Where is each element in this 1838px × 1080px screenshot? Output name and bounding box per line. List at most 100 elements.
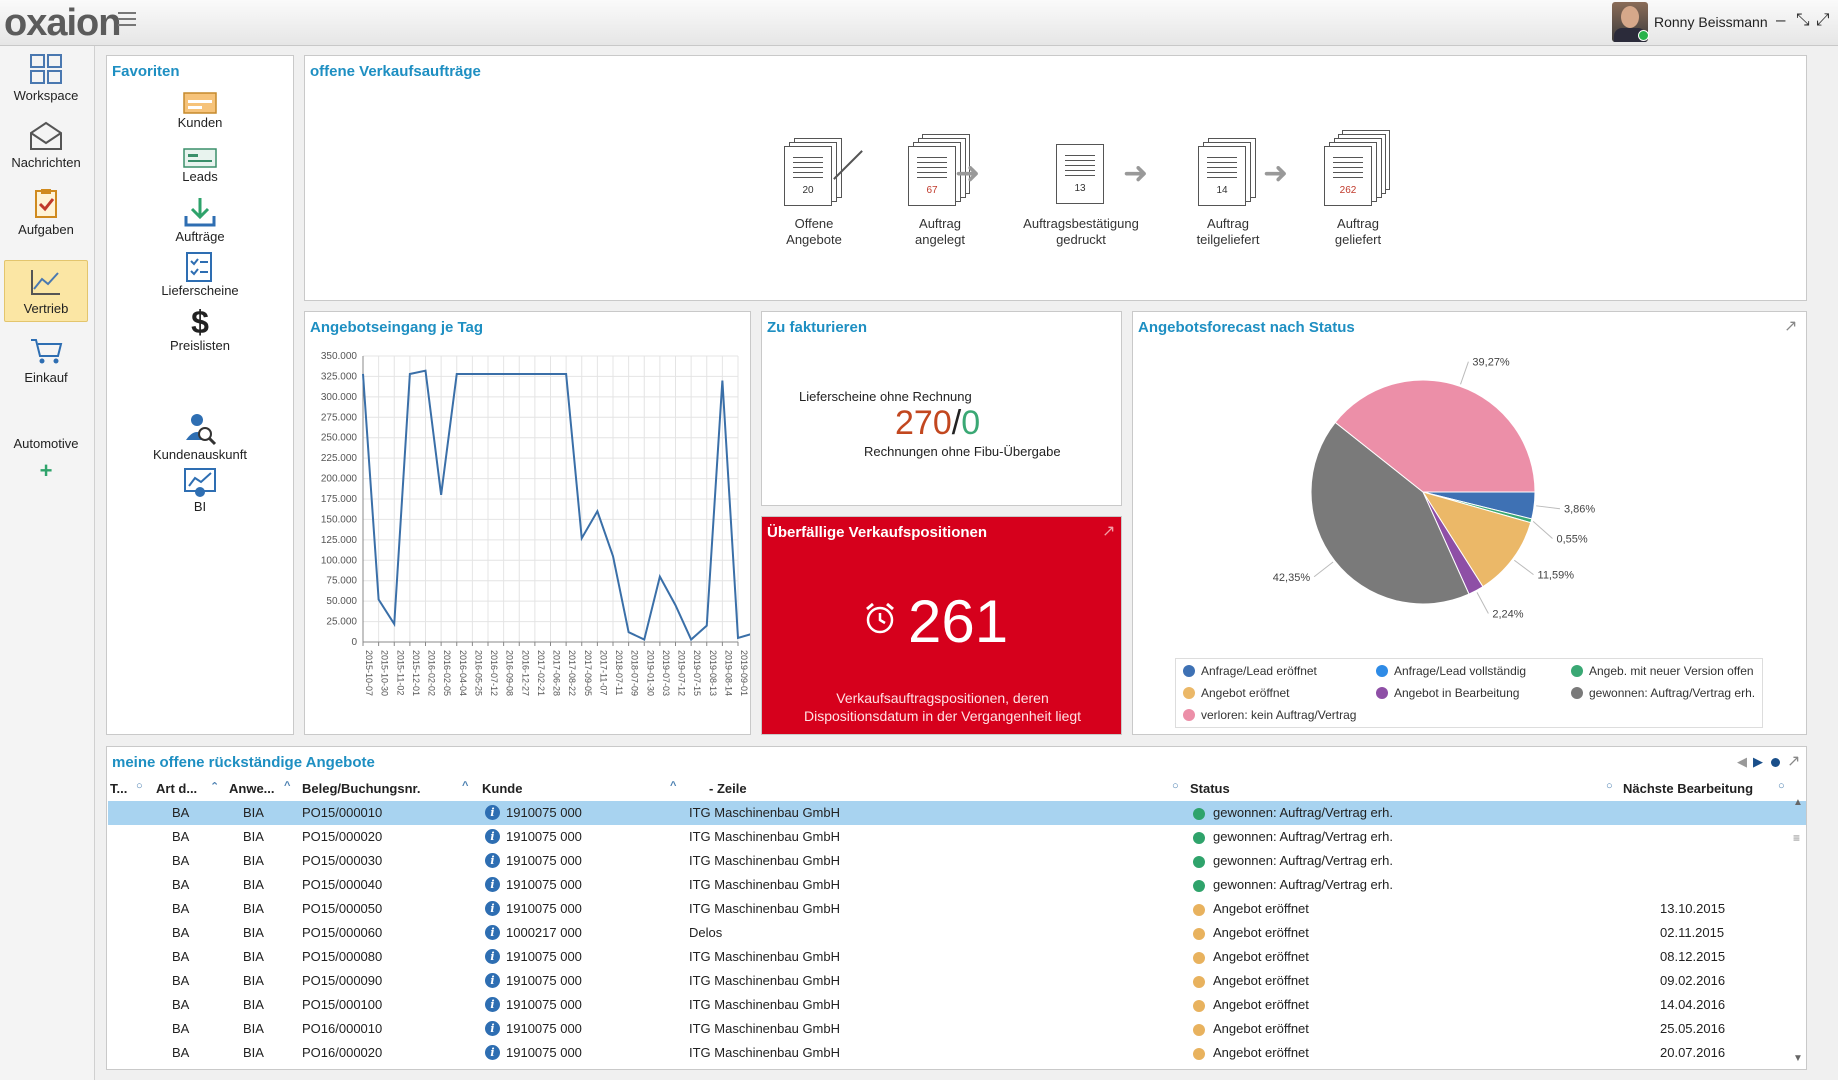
info-icon[interactable]: i (485, 829, 500, 844)
expand-icon[interactable]: ↗ (1787, 753, 1801, 770)
legend-swatch (1183, 709, 1195, 721)
table-row[interactable]: BA BIA PO15/000020 i 1910075 000 ITG Maschine… (108, 825, 1806, 849)
favorite-bi[interactable]: BI (135, 468, 265, 514)
sort-icon[interactable]: ^ (284, 780, 291, 792)
info-icon[interactable]: i (485, 853, 500, 868)
favorite-auftraege[interactable]: Aufträge (135, 196, 265, 244)
open-quotes-panel: meine offene rückständige Angebote ◀ ▶ ↗… (106, 746, 1807, 1070)
restore-icon[interactable]: ⤡ (1796, 10, 1810, 29)
column-header-kunde[interactable]: Kunde (482, 781, 523, 796)
info-icon[interactable]: i (485, 1021, 500, 1036)
pipeline-step-teilgeliefert[interactable]: 14 Auftrag teilgeliefert (1153, 138, 1303, 248)
minimize-icon[interactable]: – (1776, 10, 1786, 29)
table-row[interactable]: BA BIA PO15/000030 i 1910075 000 ITG Maschine… (108, 849, 1806, 873)
add-icon[interactable]: + (39, 458, 53, 483)
legend-item[interactable]: Angeb. mit neuer Version offen (1571, 664, 1754, 678)
pie-slice[interactable] (1310, 421, 1470, 605)
filter-icon[interactable]: ○ (136, 780, 143, 792)
pie-label: 3,86% (1564, 504, 1595, 516)
menu-icon[interactable] (118, 12, 136, 30)
table-row[interactable]: BA BIA PO15/000010 i 1910075 000 ITG Maschine… (108, 801, 1806, 825)
table-row[interactable]: BA BIA PO15/000060 i 1000217 000 Delos Angebot… (108, 921, 1806, 945)
pipeline-step-geliefert[interactable]: 262 Auftrag geliefert (1283, 130, 1433, 248)
table-row[interactable]: BA BIA PO16/000010 i 1910075 000 ITG Maschine… (108, 1017, 1806, 1041)
table-row[interactable]: BA BIA PO15/000100 i 1910075 000 ITG Maschine… (108, 993, 1806, 1017)
sidebar-item-workspace[interactable]: Workspace (4, 54, 88, 103)
favorite-lieferscheine[interactable]: Lieferscheine (135, 252, 265, 298)
column-header-status[interactable]: Status (1190, 781, 1230, 796)
prev-page-icon[interactable]: ◀ (1737, 754, 1747, 769)
legend-item[interactable]: verloren: kein Auftrag/Vertrag (1183, 708, 1356, 722)
pie-slice[interactable] (1334, 379, 1536, 493)
legend-swatch (1376, 687, 1388, 699)
cell-status: Angebot eröffnet (1213, 1045, 1309, 1060)
series-line[interactable] (362, 369, 750, 642)
expand-icon[interactable]: ↗ (1102, 523, 1116, 540)
column-header-next[interactable]: Nächste Bearbeitung (1623, 781, 1754, 796)
info-icon[interactable]: i (485, 805, 500, 820)
page-dot-icon[interactable] (1771, 758, 1780, 767)
x-tick-label: 2015-12-01 (411, 650, 421, 696)
invoice-kpi[interactable]: 270/0 (895, 404, 980, 443)
pipeline-step-offene-angebote[interactable]: 20 Offene Angebote (739, 138, 889, 248)
sort-icon[interactable]: ^ (670, 780, 677, 792)
expand-icon[interactable]: ↗ (1784, 318, 1798, 335)
favorite-label: Kunden (177, 115, 223, 130)
sidebar-item-nachrichten[interactable]: Nachrichten (4, 121, 88, 170)
scroll-handle[interactable]: ≡ (1793, 831, 1801, 845)
status-dot-icon (1193, 1024, 1205, 1036)
filter-icon[interactable]: ○ (1778, 780, 1785, 792)
legend-item[interactable]: Anfrage/Lead vollständig (1376, 664, 1526, 678)
sort-icon[interactable]: ⌃ (210, 781, 220, 793)
favorite-kundenauskunft[interactable]: Kundenauskunft (135, 412, 265, 462)
document-stack-icon: 14 (1198, 138, 1258, 208)
info-icon[interactable]: i (485, 997, 500, 1012)
legend-item[interactable]: Anfrage/Lead eröffnet (1183, 664, 1317, 678)
legend-item[interactable]: Angebot in Bearbeitung (1376, 686, 1519, 700)
table-row[interactable]: BA BIA PO15/000050 i 1910075 000 ITG Maschine… (108, 897, 1806, 921)
column-header-t[interactable]: T... (110, 781, 128, 796)
sort-icon[interactable]: ^ (462, 780, 469, 792)
info-icon[interactable]: i (485, 925, 500, 940)
legend-swatch (1571, 687, 1583, 699)
overdue-positions-tile[interactable]: Überfällige Verkaufspositionen ↗ 261 Ver… (761, 516, 1122, 735)
pipeline-step-auftragsbestaetigung[interactable]: 13 Auftragsbestätigung gedruckt (981, 144, 1181, 248)
legend-item[interactable]: Angebot eröffnet (1183, 686, 1290, 700)
column-header-anwendung[interactable]: Anwe... (229, 781, 275, 796)
pipeline-step-auftrag-angelegt[interactable]: 67 Auftrag angelegt (865, 134, 1015, 248)
favorite-label: Preislisten (170, 338, 230, 353)
cell-status: gewonnen: Auftrag/Vertrag erh. (1213, 829, 1393, 844)
favorite-kunden[interactable]: Kunden (135, 92, 265, 130)
info-icon[interactable]: i (485, 901, 500, 916)
overdue-title: Überfällige Verkaufspositionen (767, 524, 988, 541)
table-row[interactable]: BA BIA PO16/000020 i 1910075 000 ITG Maschine… (108, 1041, 1806, 1065)
table-row[interactable]: BA BIA PO15/000040 i 1910075 000 ITG Maschine… (108, 873, 1806, 897)
info-icon[interactable]: i (485, 877, 500, 892)
info-icon[interactable]: i (485, 973, 500, 988)
next-page-icon[interactable]: ▶ (1753, 754, 1763, 769)
table-row[interactable]: BA BIA PO15/000080 i 1910075 000 ITG Maschine… (108, 945, 1806, 969)
maximize-icon[interactable]: ⤢ (1816, 10, 1830, 29)
column-header-zeile[interactable]: - Zeile (709, 781, 747, 796)
favorite-preislisten[interactable]: $ Preislisten (135, 306, 265, 353)
sidebar-item-vertrieb[interactable]: Vertrieb (4, 260, 88, 322)
column-header-beleg[interactable]: Beleg/Buchungsnr. (302, 781, 421, 796)
sidebar-label-workspace: Workspace (13, 88, 79, 103)
scroll-down-icon[interactable]: ▼ (1793, 1053, 1803, 1064)
user-name[interactable]: Ronny Beissmann (1654, 14, 1768, 30)
info-icon[interactable]: i (485, 949, 500, 964)
info-icon[interactable]: i (485, 1045, 500, 1060)
sidebar-item-aufgaben[interactable]: Aufgaben (4, 188, 88, 237)
sidebar-item-automotive[interactable]: Automotive (4, 436, 88, 451)
legend-item[interactable]: gewonnen: Auftrag/Vertrag erh. (1571, 686, 1755, 700)
filter-icon[interactable]: ○ (1606, 780, 1613, 792)
column-header-art[interactable]: Art d... (156, 781, 198, 796)
scroll-up-icon[interactable]: ▲ (1793, 797, 1803, 808)
favorite-leads[interactable]: Leads (135, 148, 265, 184)
customer-search-icon (186, 414, 217, 446)
table-row[interactable]: BA BIA PO15/000090 i 1910075 000 ITG Maschine… (108, 969, 1806, 993)
sidebar-item-einkauf[interactable]: Einkauf (4, 336, 88, 385)
pie-slice[interactable] (1421, 491, 1532, 588)
cell-anwendung: BIA (243, 949, 264, 964)
filter-icon[interactable]: ○ (1172, 780, 1179, 792)
